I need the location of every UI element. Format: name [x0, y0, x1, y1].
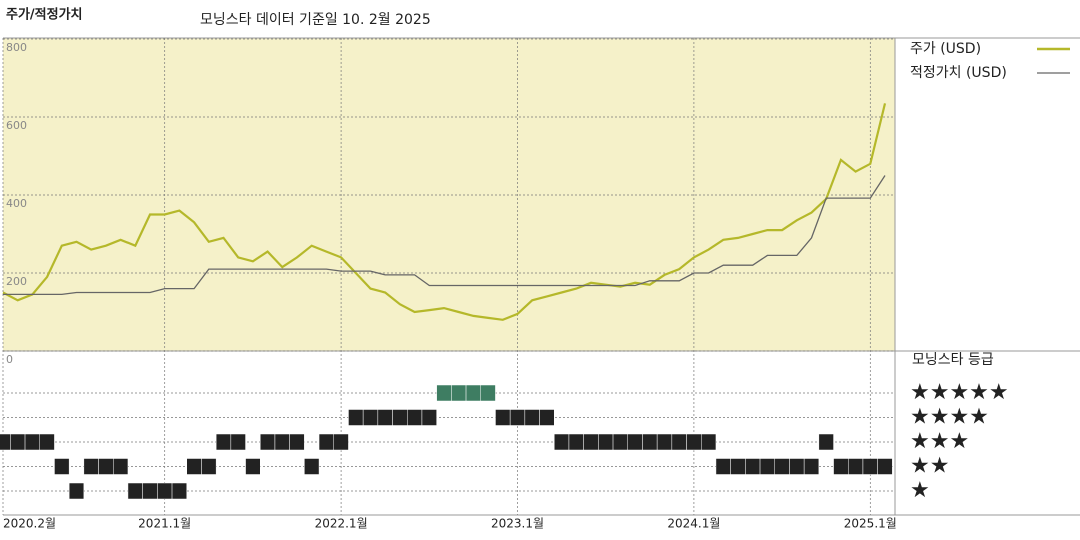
series-line: [3, 175, 886, 296]
rating-mark: [495, 409, 511, 426]
rating-mark: [348, 409, 364, 426]
rating-mark: [157, 482, 173, 500]
rating-label: ★: [910, 478, 930, 503]
rating-mark: [10, 433, 26, 451]
rating-mark: [289, 433, 305, 451]
rating-mark: [833, 458, 849, 475]
rating-mark: [862, 458, 878, 475]
rating-mark: [759, 458, 775, 475]
rating-mark: [68, 482, 85, 500]
rating-mark: [451, 384, 467, 402]
x-tick-label: 2021.1월: [138, 517, 191, 531]
rating-mark: [730, 458, 746, 475]
rating-label: ★★: [910, 454, 949, 479]
rating-mark: [789, 458, 805, 475]
rating-mark: [98, 458, 114, 475]
rating-mark: [627, 433, 643, 451]
rating-mark: [274, 433, 290, 451]
rating-mark: [612, 433, 628, 451]
rating-mark: [333, 433, 349, 451]
rating-mark: [848, 458, 864, 475]
rating-label: ★★★★: [910, 405, 989, 430]
rating-mark: [524, 409, 540, 426]
rating-mark: [436, 384, 452, 402]
x-tick-label: 2023.1월: [491, 517, 544, 531]
x-tick-label: 2025.1월: [844, 517, 897, 531]
rating-mark: [113, 458, 129, 475]
x-tick-label: 2020.2월: [3, 517, 56, 531]
rating-mark: [54, 458, 70, 475]
rating-mark: [39, 433, 55, 451]
rating-mark: [245, 458, 261, 475]
rating-mark: [745, 458, 761, 475]
rating-mark: [0, 433, 11, 451]
rating-mark: [83, 458, 99, 475]
x-tick-label: 2022.1월: [315, 517, 368, 531]
x-tick-label: 2024.1월: [667, 517, 720, 531]
rating-mark: [215, 433, 232, 451]
rating-label: ★★★★★: [910, 380, 1009, 405]
series-line: [2, 103, 887, 321]
y-tick-label: 600: [6, 119, 27, 132]
rating-mark: [230, 433, 246, 451]
rating-mark: [171, 482, 188, 500]
rating-mark: [465, 384, 481, 402]
rating-mark: [480, 384, 496, 402]
rating-mark: [642, 433, 658, 451]
rating-mark: [142, 482, 158, 500]
rating-mark: [568, 433, 584, 451]
rating-mark: [583, 433, 599, 451]
y-tick-label: 400: [6, 197, 27, 210]
rating-mark: [818, 433, 834, 451]
chart-subtitle: 모닝스타 데이터 기준일 10. 2월 2025: [200, 12, 431, 28]
rating-mark: [377, 409, 393, 426]
rating-mark: [260, 433, 276, 451]
rating-mark: [877, 458, 893, 475]
rating-mark: [656, 433, 673, 451]
rating-mark: [774, 458, 790, 475]
rating-mark: [421, 409, 437, 426]
rating-mark: [554, 433, 570, 451]
rating-mark: [701, 433, 717, 451]
rating-mark: [362, 409, 379, 426]
price-panel: [3, 38, 895, 351]
rating-mark: [686, 433, 702, 451]
rating-title: 모닝스타 등급: [912, 352, 994, 368]
chart-title: 주가/적정가치: [6, 7, 83, 23]
rating-mark: [127, 482, 143, 500]
rating-mark: [392, 409, 408, 426]
rating-mark: [803, 458, 820, 475]
y-tick-label: 800: [6, 41, 27, 54]
legend-label: 적정가치 (USD): [910, 65, 1007, 81]
rating-mark: [186, 458, 202, 475]
rating-mark: [318, 433, 334, 451]
legend-label: 주가 (USD): [910, 41, 981, 57]
rating-mark: [24, 433, 40, 451]
y-tick-label: 200: [6, 275, 27, 288]
rating-mark: [598, 433, 614, 451]
rating-mark: [304, 458, 320, 475]
rating-mark: [671, 433, 687, 451]
rating-mark: [509, 409, 526, 426]
y-tick-label: 0: [6, 353, 13, 366]
rating-label: ★★★: [910, 429, 969, 454]
rating-mark: [201, 458, 217, 475]
rating-mark: [539, 409, 555, 426]
rating-mark: [407, 409, 423, 426]
rating-mark: [715, 458, 731, 475]
